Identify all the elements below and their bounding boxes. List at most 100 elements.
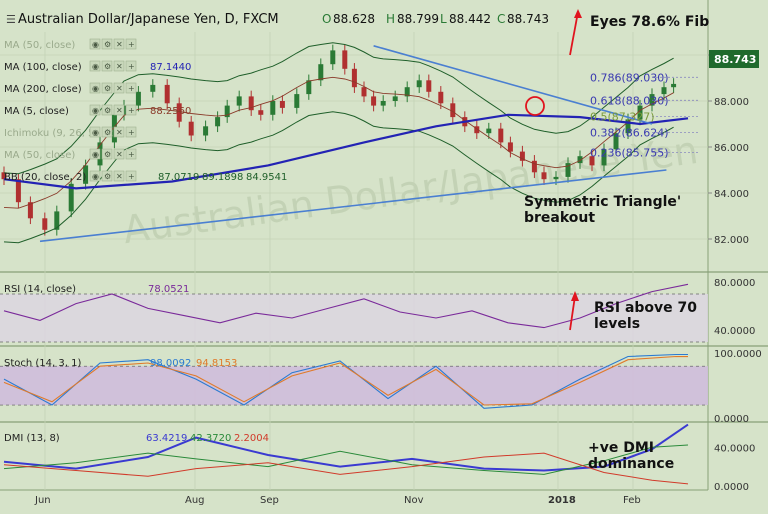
indicator-legend: MA (50, close) ◉ ⚙ ✕ + MA (100, close) ◉ ⚙ ✕ +87.… xyxy=(4,38,287,183)
candle-body xyxy=(625,119,631,134)
add-icon-glyph: + xyxy=(128,128,135,137)
settings-icon-bg xyxy=(101,38,113,50)
candle-body xyxy=(1,172,7,180)
eye-icon[interactable]: ◉ xyxy=(89,148,101,160)
settings-icon[interactable]: ⚙ xyxy=(101,126,113,138)
candle-body xyxy=(661,87,667,95)
close-icon[interactable]: ✕ xyxy=(113,60,125,72)
add-icon[interactable]: + xyxy=(125,104,137,116)
candle-body xyxy=(380,101,386,106)
candle-body xyxy=(224,105,230,118)
fib-level-label: 0.786(89.030) xyxy=(590,71,669,84)
close-icon[interactable]: ✕ xyxy=(113,82,125,94)
dmi-tick-label: 0.0000 xyxy=(714,482,749,493)
rsi-line xyxy=(3,283,689,329)
close-icon[interactable]: ✕ xyxy=(113,104,125,116)
ohlc-readout: O 88.628 H 88.799 L 88.442 C 88.743 xyxy=(322,12,549,26)
close-icon-bg xyxy=(113,170,125,182)
eye-icon[interactable]: ◉ xyxy=(89,82,101,94)
high-label: H xyxy=(386,12,395,26)
rsi-note-text: RSI above 70 levels xyxy=(594,300,702,332)
eye-icon-glyph: ◉ xyxy=(92,128,99,137)
eye-icon[interactable]: ◉ xyxy=(89,170,101,182)
add-icon[interactable]: + xyxy=(125,170,137,182)
add-icon[interactable]: + xyxy=(125,60,137,72)
eye-icon-glyph: ◉ xyxy=(92,150,99,159)
candle-body xyxy=(577,156,583,164)
settings-icon[interactable]: ⚙ xyxy=(101,60,113,72)
dmi-panel: 0.0000 40.0000 xyxy=(3,423,755,493)
rsi-tick-label: 80.0000 xyxy=(714,278,755,289)
settings-icon[interactable]: ⚙ xyxy=(101,148,113,160)
time-tick-label: Jun xyxy=(34,495,51,506)
annotation-eyes-fib: Eyes 78.6% Fib xyxy=(569,9,709,56)
close-icon[interactable]: ✕ xyxy=(113,148,125,160)
candle-body xyxy=(203,126,209,136)
settings-icon[interactable]: ⚙ xyxy=(101,170,113,182)
stoch-d-value: 94.8153 xyxy=(196,358,237,369)
close-icon[interactable]: ✕ xyxy=(113,126,125,138)
candle-body xyxy=(270,101,276,115)
settings-icon[interactable]: ⚙ xyxy=(101,104,113,116)
settings-icon-glyph: ⚙ xyxy=(104,84,111,93)
add-icon[interactable]: + xyxy=(125,126,137,138)
ascending-trendline xyxy=(39,169,667,243)
settings-icon-bg xyxy=(101,170,113,182)
eyes-fib-text: Eyes 78.6% Fib xyxy=(590,14,709,30)
dmi-tick-label: 40.0000 xyxy=(714,443,755,454)
symbol-title: Australian Dollar/Japanese Yen, D, FXCM xyxy=(18,12,279,27)
indicator-label: MA (200, close) xyxy=(4,84,82,95)
candle-body xyxy=(438,91,444,104)
close-icon-glyph: ✕ xyxy=(116,106,123,115)
candle-body xyxy=(613,133,619,150)
add-icon[interactable]: + xyxy=(125,148,137,160)
close-icon[interactable]: ✕ xyxy=(113,38,125,50)
menu-icon[interactable]: ☰ xyxy=(6,13,16,26)
indicator-label: MA (50, close) xyxy=(4,150,75,161)
rsi-label: RSI (14, close) xyxy=(4,284,76,295)
add-icon[interactable]: + xyxy=(125,82,137,94)
price-panel: 0.786(89.030) 0.618(88.030) 0.5(87.327) 0.3… xyxy=(1,42,700,244)
settings-icon-bg xyxy=(101,148,113,160)
candle-body xyxy=(486,128,492,134)
rsi-panel: 40.0000 80.0000 xyxy=(0,278,755,343)
candle-body xyxy=(351,68,357,88)
settings-icon-bg xyxy=(101,60,113,72)
close-icon-bg xyxy=(113,104,125,116)
close-label: C xyxy=(497,12,505,26)
settings-icon[interactable]: ⚙ xyxy=(101,82,113,94)
descending-trendline xyxy=(373,45,653,125)
candle-body xyxy=(318,64,324,81)
indicator-label: BB (20, close, 2) xyxy=(4,172,86,183)
close-icon-glyph: ✕ xyxy=(116,172,123,181)
indicator-label: Ichimoku (9, 26, 52, 26) xyxy=(4,128,124,139)
add-icon-glyph: + xyxy=(128,84,135,93)
candle-body xyxy=(498,128,504,143)
indicator-label: MA (50, close) xyxy=(4,40,75,51)
rsi-arrowhead xyxy=(571,291,579,301)
add-icon-bg xyxy=(125,148,137,160)
candle-body xyxy=(392,96,398,101)
bb-lower-band xyxy=(3,111,674,244)
eye-icon[interactable]: ◉ xyxy=(89,60,101,72)
price-tick-label: 82.000 xyxy=(714,235,749,246)
add-icon-bg xyxy=(125,126,137,138)
add-icon-bg xyxy=(125,60,137,72)
dmi-plus-line xyxy=(3,444,689,475)
close-icon-glyph: ✕ xyxy=(116,84,123,93)
close-icon[interactable]: ✕ xyxy=(113,170,125,182)
indicator-value: 88.2560 xyxy=(150,106,191,117)
settings-icon[interactable]: ⚙ xyxy=(101,38,113,50)
settings-icon-glyph: ⚙ xyxy=(104,128,111,137)
dmi-label: DMI (13, 8) xyxy=(4,433,60,444)
add-icon-bg xyxy=(125,38,137,50)
eye-icon[interactable]: ◉ xyxy=(89,104,101,116)
eye-icon[interactable]: ◉ xyxy=(89,38,101,50)
eye-icon[interactable]: ◉ xyxy=(89,126,101,138)
candle-body xyxy=(306,80,312,95)
indicator-label: MA (5, close) xyxy=(4,106,69,117)
candle-body xyxy=(236,96,242,106)
eye-icon-glyph: ◉ xyxy=(92,40,99,49)
candle-body xyxy=(541,172,547,180)
add-icon[interactable]: + xyxy=(125,38,137,50)
